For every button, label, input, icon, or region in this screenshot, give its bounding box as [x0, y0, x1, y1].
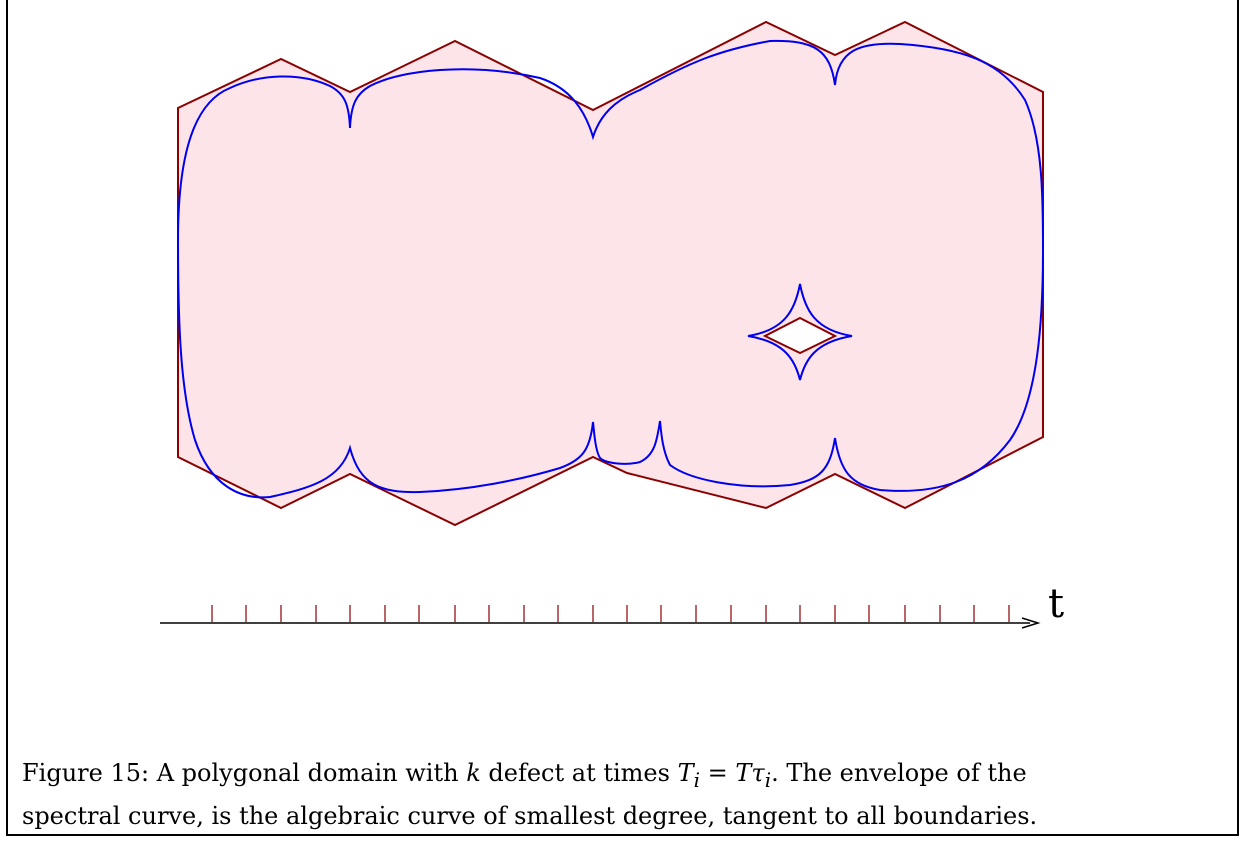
- caption-subscript-i: i: [693, 767, 700, 792]
- caption-line-2: spectral curve, is the algebraic curve o…: [22, 801, 1038, 830]
- time-axis-label: t: [1048, 581, 1065, 627]
- caption-line1-rest: . The envelope of the: [771, 759, 1027, 787]
- time-axis-arrowhead: [1021, 617, 1041, 629]
- caption-tau-symbol: τ: [751, 759, 765, 787]
- caption-k-symbol: k: [466, 759, 481, 787]
- figure-caption: Figure 15: A polygonal domain with k def…: [22, 755, 1222, 834]
- spectral-curve-envelope: [176, 39, 1045, 499]
- caption-prefix: Figure 15: A polygonal domain with: [22, 759, 459, 787]
- inner-envelope-astroid: [747, 283, 853, 381]
- caption-T-symbol: T: [677, 759, 694, 787]
- caption-T2-symbol: T: [735, 759, 752, 787]
- caption-subscript-i2: i: [764, 767, 772, 792]
- defect-time-ticks: [211, 605, 1010, 622]
- figure-frame: [6, 0, 1239, 836]
- caption-equals: =: [707, 759, 728, 787]
- caption-middle: defect at times: [488, 759, 670, 787]
- polygonal-domain: [177, 20, 1044, 527]
- inner-defect: [762, 316, 838, 355]
- caption-line-1: Figure 15: A polygonal domain with k def…: [22, 755, 1222, 798]
